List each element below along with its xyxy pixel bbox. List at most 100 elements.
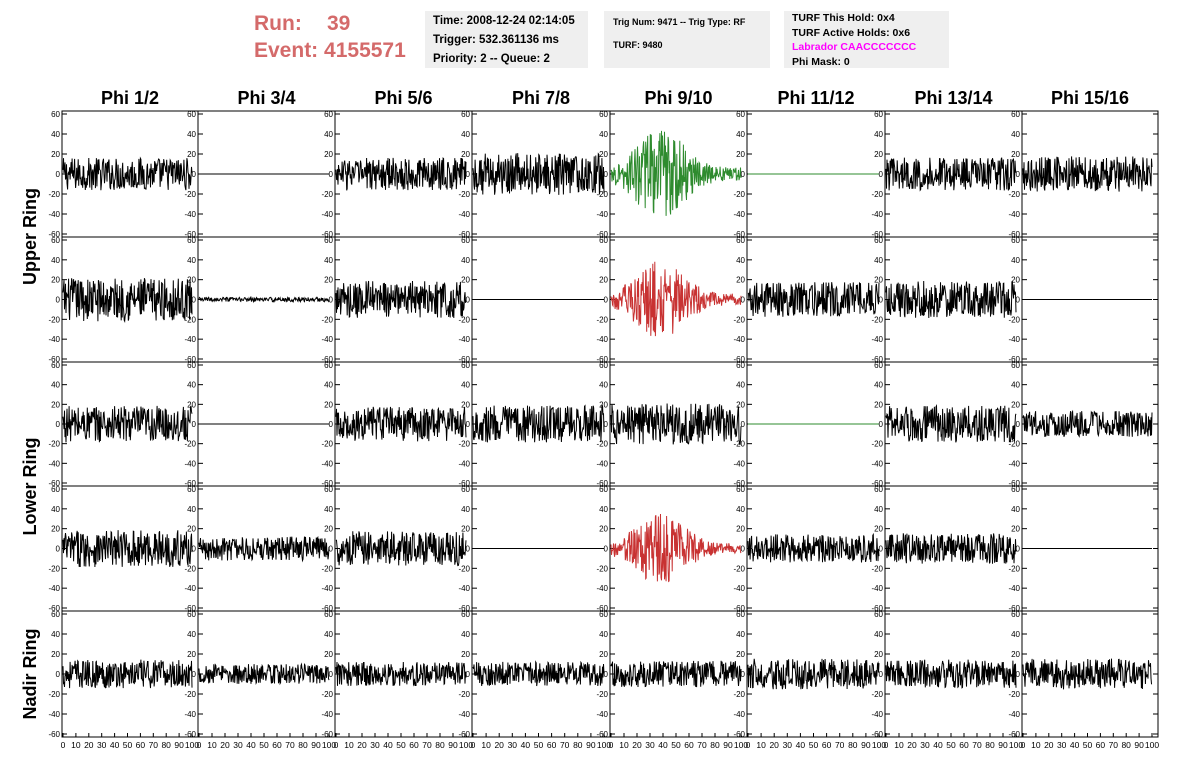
y-tick-label: -60	[733, 604, 745, 613]
waveform-trace	[1022, 156, 1153, 192]
y-tick-label: -60	[1008, 230, 1020, 239]
x-tick-label: 60	[822, 740, 832, 750]
y-tick-label: 0	[1016, 420, 1021, 429]
y-tick-label: -40	[733, 459, 745, 468]
panel-r1-c6: -60 -40 -20 0 20 40 60	[733, 110, 886, 239]
y-tick-label: -60	[733, 355, 745, 364]
y-tick-label: -60	[184, 479, 196, 488]
y-tick-label: 20	[51, 150, 60, 159]
y-tick-label: 20	[51, 525, 60, 534]
y-tick-label: -20	[184, 690, 196, 699]
event-row: Event: 4155571	[254, 37, 424, 64]
y-tick-label: -60	[184, 230, 196, 239]
y-tick-label: 20	[1011, 525, 1020, 534]
panel-r4-c2: -60 -40 -20 0 20 40 60	[184, 485, 336, 613]
x-tick-label: 60	[1096, 740, 1106, 750]
x-tick-label: 50	[809, 740, 819, 750]
y-tick-label: 0	[192, 170, 197, 179]
turf-info-box: TURF This Hold: 0x4 TURF Active Holds: 0…	[784, 11, 949, 68]
y-tick-label: 40	[51, 256, 60, 265]
x-tick-label: 30	[783, 740, 793, 750]
row-label-1: Upper Ring	[20, 188, 40, 285]
y-tick-label: 0	[56, 545, 61, 554]
y-tick-label: 40	[874, 256, 883, 265]
waveform-trace	[747, 658, 880, 690]
waveform-trace	[747, 532, 880, 563]
panel-r3-c4: -60 -40 -20 0 20 40 60	[458, 361, 611, 488]
y-tick-label: -60	[458, 604, 470, 613]
panel-r4-c7: -60 -40 -20 0 20 40 60	[871, 485, 1023, 613]
y-tick-label: -60	[48, 230, 60, 239]
y-tick-label: -40	[321, 459, 333, 468]
x-tick-label: 40	[796, 740, 806, 750]
y-tick-label: -20	[321, 564, 333, 573]
y-tick-label: 40	[874, 630, 883, 639]
y-tick-label: -60	[733, 730, 745, 739]
y-tick-label: 60	[51, 236, 60, 245]
y-tick-label: -60	[48, 730, 60, 739]
y-tick-label: -60	[321, 479, 333, 488]
x-tick-label: 0	[1021, 740, 1026, 750]
y-tick-label: 60	[324, 610, 333, 619]
y-tick-label: 60	[324, 361, 333, 370]
waveform-trace	[610, 130, 742, 216]
x-tick-label: 30	[370, 740, 380, 750]
x-tick-label: 100	[1009, 740, 1023, 750]
y-tick-label: 0	[879, 545, 884, 554]
y-tick-label: -60	[596, 355, 608, 364]
y-tick-label: 20	[736, 400, 745, 409]
row-label-2: Lower Ring	[20, 438, 40, 536]
y-tick-label: -40	[458, 459, 470, 468]
x-tick-label: 80	[848, 740, 858, 750]
row-label-3: Nadir Ring	[20, 628, 40, 719]
y-tick-label: 60	[187, 236, 196, 245]
y-tick-label: 40	[187, 505, 196, 514]
waveform-trace	[885, 280, 1017, 319]
y-tick-label: 0	[604, 296, 609, 305]
x-tick-label: 100	[734, 740, 748, 750]
y-tick-label: 0	[741, 420, 746, 429]
y-tick-label: 40	[51, 381, 60, 390]
x-tick-label: 30	[1057, 740, 1067, 750]
y-tick-label: -60	[48, 479, 60, 488]
y-tick-label: 20	[324, 150, 333, 159]
x-tick-label: 20	[84, 740, 94, 750]
y-tick-label: 60	[51, 485, 60, 494]
x-tick-label: 100	[1145, 740, 1159, 750]
y-tick-label: 40	[736, 630, 745, 639]
y-tick-label: 0	[329, 420, 334, 429]
timing-info-box: Time: 2008-12-24 02:14:05 Trigger: 532.3…	[425, 11, 588, 68]
waveform-trace	[198, 535, 330, 563]
y-tick-label: 0	[741, 296, 746, 305]
y-tick-label: 40	[51, 130, 60, 139]
x-tick-label: 40	[110, 740, 120, 750]
waveform-trace	[62, 405, 193, 443]
x-tick-label: 0	[197, 740, 202, 750]
y-tick-label: -20	[733, 690, 745, 699]
y-tick-label: -20	[184, 315, 196, 324]
y-tick-label: 60	[1011, 236, 1020, 245]
y-tick-label: -40	[596, 335, 608, 344]
y-tick-label: 0	[329, 170, 334, 179]
y-tick-label: 20	[461, 525, 470, 534]
panel-r3-c1: -60 -40 -20 0 20 40 60	[48, 361, 199, 488]
x-tick-label: 30	[645, 740, 655, 750]
y-tick-label: -40	[871, 335, 883, 344]
y-tick-label: -60	[871, 230, 883, 239]
y-tick-label: 0	[1016, 670, 1021, 679]
y-tick-label: 20	[736, 150, 745, 159]
y-tick-label: 20	[599, 276, 608, 285]
y-tick-label: 40	[874, 130, 883, 139]
panel-r3-c7: -60 -40 -20 0 20 40 60	[871, 361, 1023, 488]
y-tick-label: -20	[48, 564, 60, 573]
y-tick-label: 0	[466, 670, 471, 679]
x-tick-label: 60	[272, 740, 282, 750]
waveform-trace	[335, 157, 467, 191]
y-tick-label: 60	[51, 361, 60, 370]
y-tick-label: -40	[458, 210, 470, 219]
y-tick-label: -20	[733, 564, 745, 573]
x-tick-label: 0	[609, 740, 614, 750]
waveform-trace	[62, 530, 193, 568]
y-tick-label: 20	[187, 650, 196, 659]
